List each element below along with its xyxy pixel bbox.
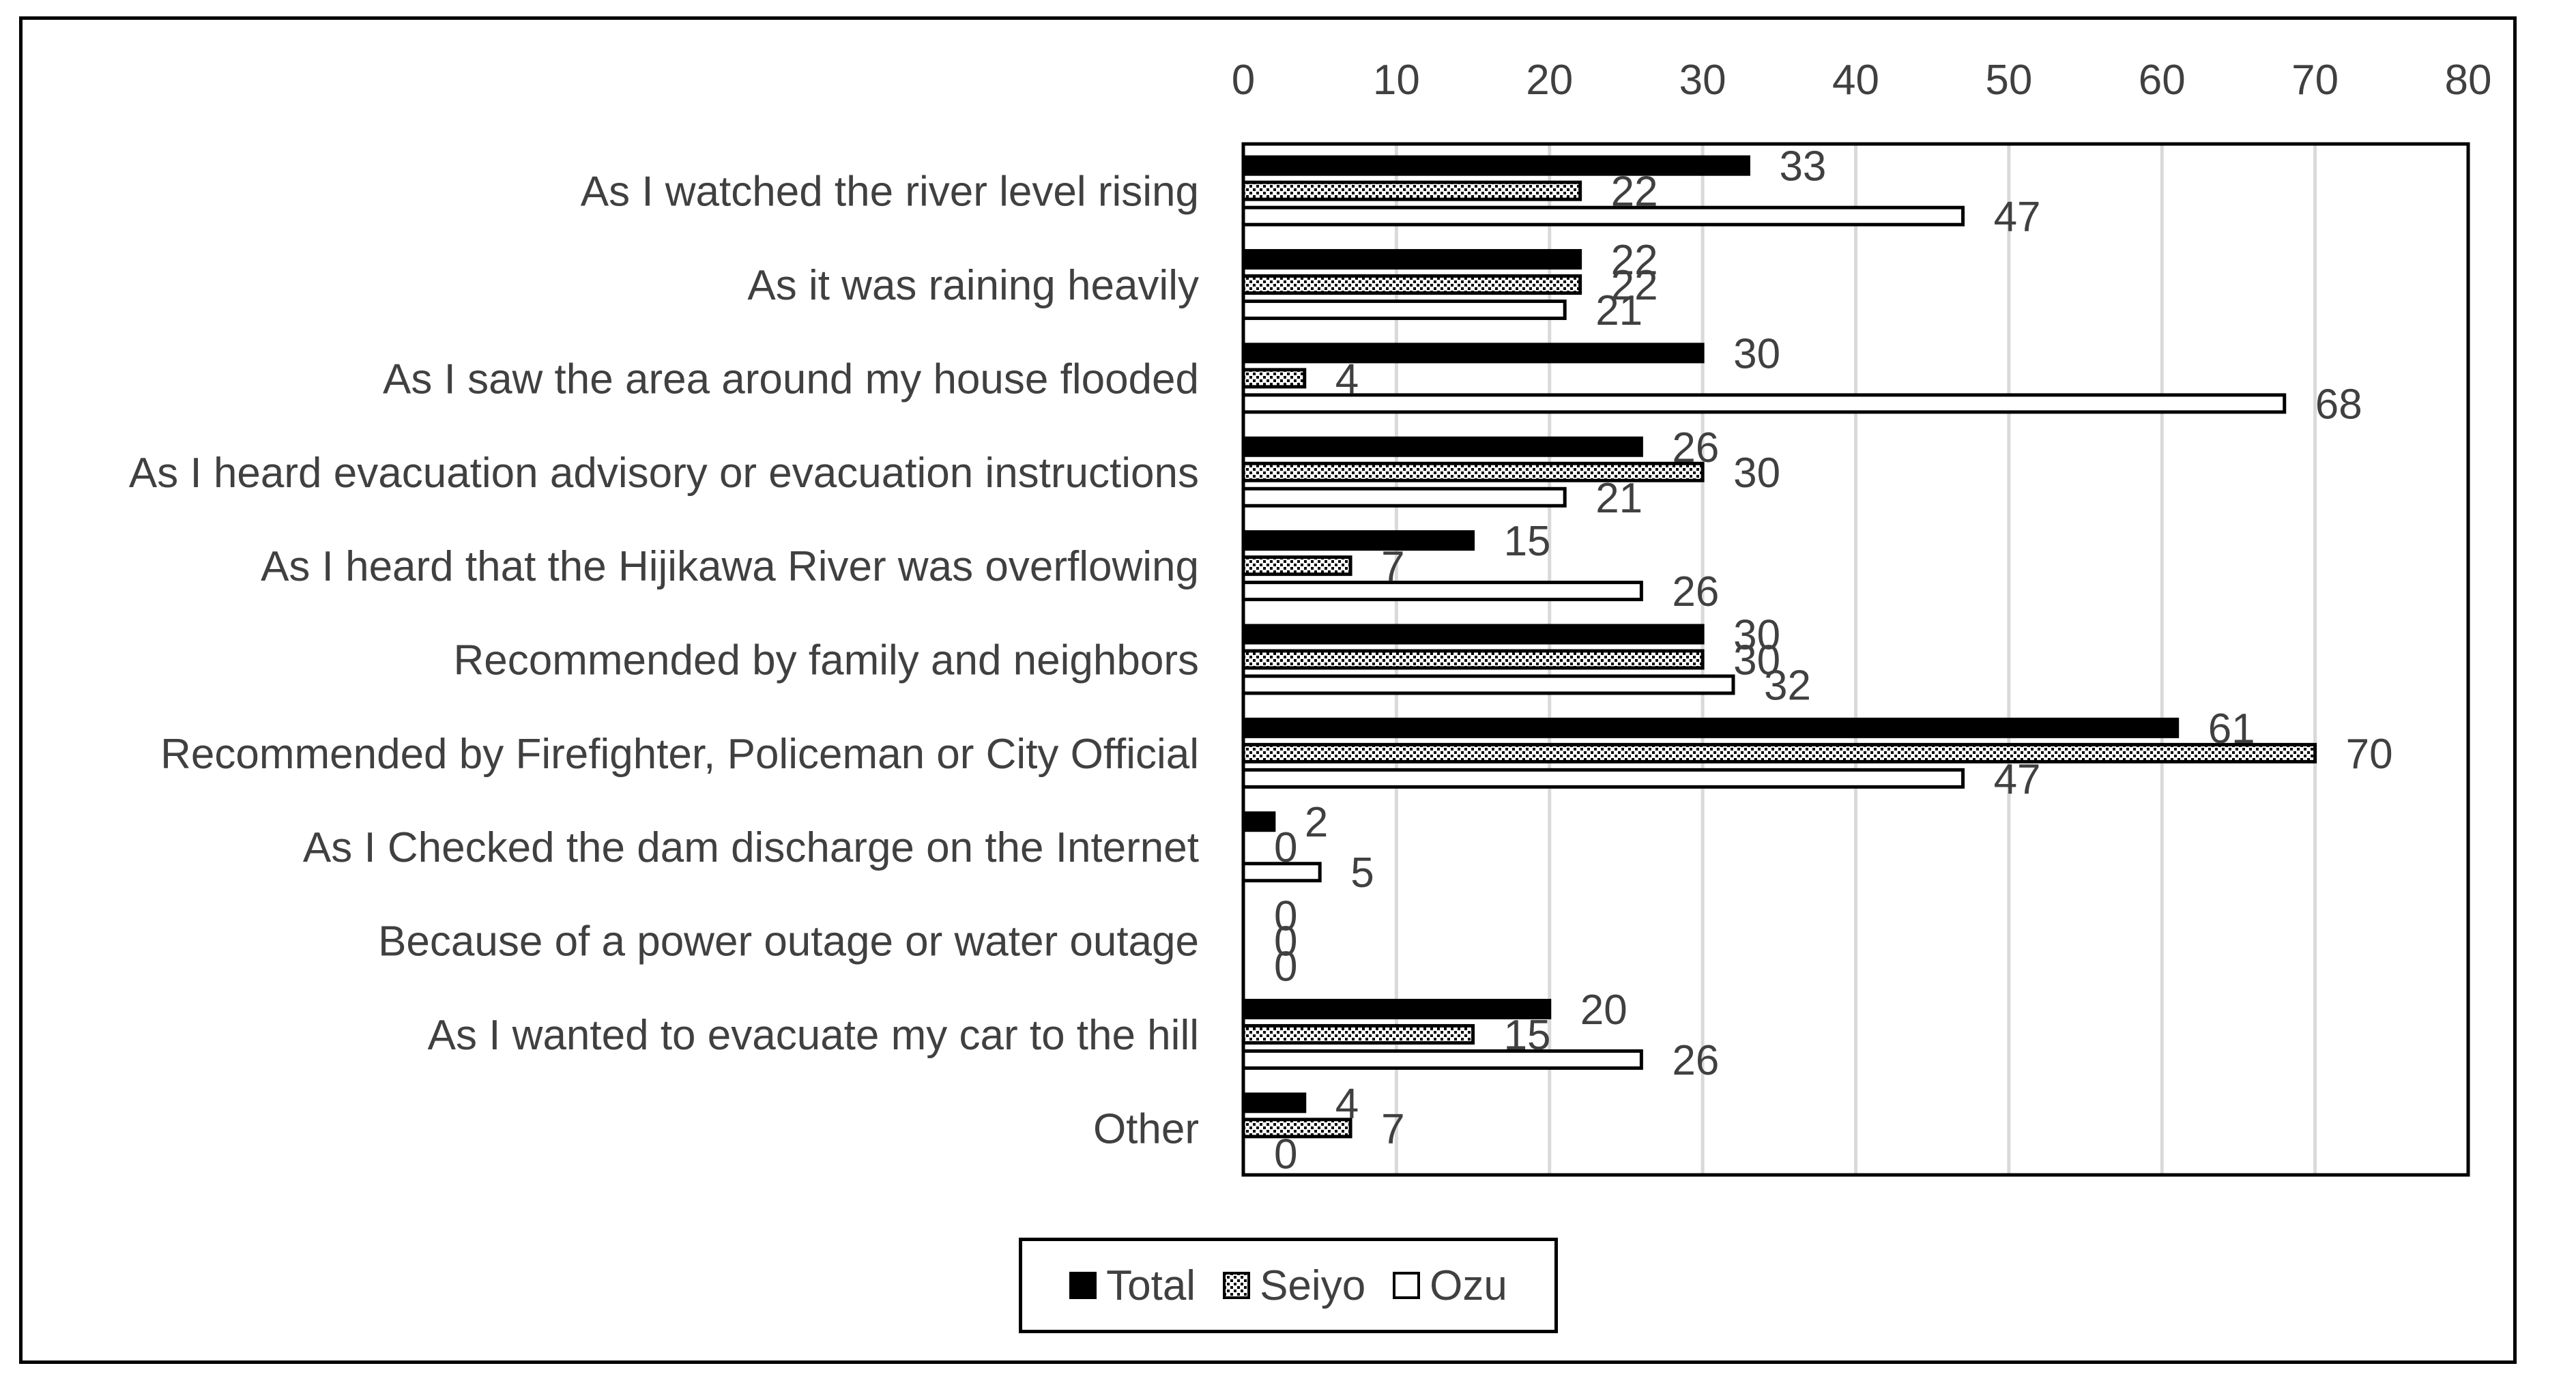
- bar-ozu: [1241, 674, 1735, 695]
- legend: Total Seiyo Ozu: [1019, 1238, 1558, 1333]
- bar-ozu: [1241, 768, 1965, 789]
- bar-total: [1241, 717, 2180, 738]
- bar-seiyo: [1241, 180, 1582, 201]
- data-label-total: 30: [1733, 330, 1780, 377]
- data-label-total: 33: [1779, 143, 1826, 190]
- data-label-total: 22: [1611, 237, 1658, 284]
- bar-seiyo: [1241, 555, 1352, 577]
- data-label-total: 61: [2208, 705, 2255, 753]
- data-label-ozu: 68: [2315, 381, 2362, 428]
- bar-total: [1241, 624, 1705, 645]
- bar-total: [1241, 436, 1643, 457]
- category-labels: As I watched the river level rising As it…: [129, 169, 1199, 1153]
- data-label-ozu: 0: [1274, 1131, 1297, 1178]
- legend-item-ozu: Ozu: [1393, 1262, 1507, 1310]
- category-label: Because of a power outage or water outag…: [378, 918, 1199, 965]
- bar-seiyo: [1241, 649, 1705, 670]
- bar-ozu: [1241, 300, 1567, 321]
- data-label-seiyo: 7: [1381, 1105, 1404, 1152]
- legend-item-total: Total: [1069, 1262, 1196, 1310]
- bar-total: [1241, 249, 1582, 270]
- category-label: As I saw the area around my house floode…: [383, 355, 1199, 403]
- bar-total: [1241, 343, 1705, 364]
- bars: [1241, 155, 2317, 1139]
- x-tick-label: 50: [1985, 57, 2032, 104]
- bar-total: [1241, 155, 1750, 176]
- category-label: As I wanted to evacuate my car to the hi…: [428, 1012, 1199, 1059]
- data-label-total: 0: [1274, 893, 1297, 940]
- bar-seiyo: [1241, 742, 2317, 763]
- bar-seiyo: [1241, 368, 1307, 389]
- data-label-total: 20: [1580, 987, 1627, 1034]
- x-tick-label: 80: [2445, 57, 2492, 104]
- legend-item-seiyo: Seiyo: [1223, 1262, 1365, 1310]
- data-label-ozu: 47: [1994, 756, 2041, 803]
- legend-swatch-total: [1069, 1272, 1097, 1299]
- data-label-total: 30: [1733, 612, 1780, 659]
- bar-total: [1241, 811, 1276, 832]
- bar-total: [1241, 998, 1552, 1019]
- plot-area-border: [1241, 142, 2470, 1177]
- x-tick-label: 60: [2139, 57, 2186, 104]
- data-label-seiyo: 22: [1611, 262, 1658, 309]
- legend-label-total: Total: [1106, 1262, 1196, 1309]
- category-label: As I Checked the dam discharge on the In…: [303, 824, 1199, 871]
- bar-ozu: [1241, 486, 1567, 508]
- bar-seiyo: [1241, 1023, 1475, 1045]
- category-label: Recommended by Firefighter, Policeman or…: [160, 731, 1199, 778]
- legend-swatch-ozu: [1393, 1272, 1421, 1299]
- data-label-total: 26: [1672, 424, 1719, 471]
- bar-ozu: [1241, 1049, 1643, 1070]
- legend-label-seiyo: Seiyo: [1260, 1262, 1366, 1309]
- chart-frame: [19, 16, 2517, 1364]
- data-label-seiyo: 30: [1733, 450, 1780, 497]
- data-label-ozu: 32: [1764, 663, 1811, 710]
- data-label-seiyo: 0: [1274, 824, 1297, 871]
- x-tick-label: 10: [1373, 57, 1420, 104]
- data-label-ozu: 21: [1595, 287, 1642, 334]
- data-label-seiyo: 30: [1733, 637, 1780, 684]
- category-label: As I watched the river level rising: [581, 169, 1199, 216]
- legend-label-ozu: Ozu: [1430, 1262, 1507, 1309]
- data-label-ozu: 26: [1672, 1037, 1719, 1084]
- category-label: As it was raining heavily: [747, 262, 1199, 309]
- category-label: Other: [1093, 1105, 1199, 1152]
- data-label-seiyo: 70: [2346, 731, 2393, 778]
- x-tick-label: 30: [1679, 57, 1726, 104]
- bar-ozu: [1241, 205, 1965, 227]
- category-label: Recommended by family and neighbors: [454, 637, 1199, 684]
- data-label-ozu: 0: [1274, 944, 1297, 991]
- data-label-seiyo: 15: [1504, 1012, 1551, 1059]
- bar-ozu: [1241, 393, 2287, 414]
- data-label-seiyo: 0: [1274, 918, 1297, 965]
- data-labels: 3322472222213046826302115726303032617047…: [1274, 143, 2393, 1178]
- x-tick-label: 40: [1832, 57, 1879, 104]
- category-label: As I heard that the Hijikawa River was o…: [261, 543, 1199, 590]
- x-tick-label: 0: [1232, 57, 1255, 104]
- data-label-seiyo: 7: [1381, 543, 1404, 590]
- data-label-total: 2: [1305, 799, 1328, 846]
- x-tick-label: 70: [2291, 57, 2339, 104]
- data-label-seiyo: 22: [1611, 169, 1658, 216]
- data-label-total: 15: [1504, 518, 1551, 565]
- data-label-total: 4: [1335, 1080, 1359, 1127]
- bar-ozu: [1241, 581, 1643, 602]
- legend-swatch-seiyo: [1223, 1272, 1251, 1299]
- data-label-ozu: 26: [1672, 568, 1719, 615]
- category-label: As I heard evacuation advisory or evacua…: [129, 450, 1199, 497]
- bar-seiyo: [1241, 274, 1582, 295]
- x-axis-ticks: 0 10 20 30 40 50 60 70 80: [1232, 57, 2492, 104]
- data-label-ozu: 5: [1350, 849, 1374, 897]
- bar-total: [1241, 530, 1475, 551]
- bar-ozu: [1241, 862, 1322, 883]
- x-tick-label: 20: [1526, 57, 1573, 104]
- data-label-ozu: 47: [1994, 194, 2041, 241]
- bar-total: [1241, 1092, 1307, 1113]
- data-label-ozu: 21: [1595, 475, 1642, 522]
- bar-seiyo: [1241, 461, 1705, 482]
- data-label-seiyo: 4: [1335, 355, 1359, 403]
